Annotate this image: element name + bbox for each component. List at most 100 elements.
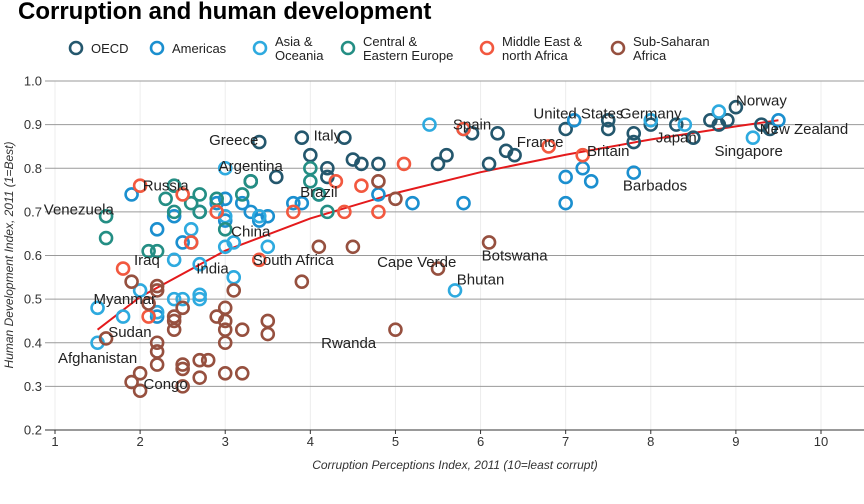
legend-marker <box>610 40 626 56</box>
point <box>669 117 684 132</box>
legend-label: Sub-Saharan Africa <box>633 34 710 63</box>
point <box>268 169 284 185</box>
x-tick-label: 8 <box>647 434 654 449</box>
x-tick-label: 9 <box>732 434 739 449</box>
x-tick-label: 10 <box>814 434 828 449</box>
point <box>115 309 131 324</box>
annotation: Spain <box>453 117 491 134</box>
point <box>711 104 727 119</box>
series <box>98 160 335 259</box>
point <box>558 195 573 211</box>
point <box>294 195 310 211</box>
y-tick-label: 0.2 <box>24 423 42 438</box>
annotation: New Zealand <box>760 121 848 138</box>
point <box>566 112 582 128</box>
point <box>371 174 386 189</box>
series <box>98 174 497 399</box>
point <box>175 187 190 202</box>
y-tick-label: 0.8 <box>24 161 42 176</box>
x-tick-label: 4 <box>307 434 314 449</box>
point <box>371 156 386 172</box>
point <box>643 117 659 132</box>
point <box>260 239 276 255</box>
y-tick-label: 1.0 <box>24 74 42 89</box>
point <box>166 291 182 307</box>
y-tick-label: 0.4 <box>24 335 42 350</box>
point <box>422 117 437 132</box>
point <box>226 235 242 250</box>
legend-marker <box>68 40 84 56</box>
point <box>430 156 446 172</box>
point <box>98 331 114 346</box>
series <box>115 121 590 324</box>
point <box>583 174 599 189</box>
legend-marker <box>149 40 165 56</box>
point <box>132 178 148 193</box>
point <box>192 287 207 303</box>
point <box>405 195 420 211</box>
point <box>260 326 276 342</box>
point <box>192 370 207 385</box>
legend-label: Asia & Oceania <box>275 34 324 63</box>
point <box>149 335 165 351</box>
point <box>294 274 310 289</box>
point <box>311 239 327 255</box>
point <box>183 195 199 211</box>
x-tick-label: 1 <box>51 434 58 449</box>
point <box>234 195 250 211</box>
point <box>430 261 446 276</box>
x-tick-label: 2 <box>136 434 143 449</box>
point <box>141 243 156 259</box>
point <box>149 357 165 372</box>
point <box>217 160 233 176</box>
legend-marker <box>479 40 495 56</box>
y-tick-label: 0.3 <box>24 379 42 394</box>
point <box>132 283 148 298</box>
point <box>183 222 199 237</box>
point <box>234 187 250 202</box>
point <box>490 126 505 141</box>
legend-label: Central & Eastern Europe <box>363 34 453 63</box>
point <box>311 187 327 202</box>
point <box>175 379 190 394</box>
x-tick-label: 6 <box>477 434 484 449</box>
point <box>166 208 182 224</box>
annotation: Rwanda <box>321 335 377 352</box>
annotation: Italy <box>314 128 342 145</box>
annotation: Venezuela <box>44 202 115 219</box>
point <box>149 309 165 324</box>
point <box>354 156 369 172</box>
annotation: Germany <box>620 106 682 123</box>
chart-title: Corruption and human development <box>18 0 431 25</box>
point <box>303 174 318 189</box>
point <box>90 300 105 316</box>
point <box>286 204 301 220</box>
point <box>115 261 131 276</box>
point <box>337 130 352 146</box>
point <box>226 283 242 298</box>
point <box>337 204 352 220</box>
point <box>745 130 761 146</box>
point <box>260 208 276 224</box>
point <box>124 374 139 390</box>
point <box>541 139 556 154</box>
point <box>217 365 233 381</box>
point <box>456 121 471 137</box>
point <box>98 230 114 246</box>
point <box>686 130 701 146</box>
point <box>720 112 735 128</box>
point <box>226 270 242 285</box>
point <box>771 112 786 128</box>
annotation: Congo <box>144 376 188 393</box>
point <box>371 204 386 220</box>
point <box>175 361 190 377</box>
point <box>388 191 403 207</box>
point <box>575 147 590 163</box>
annotation: Afghanistan <box>58 350 137 367</box>
point <box>132 365 148 381</box>
y-axis-label: Human Development Index, 2011 (1=Best) <box>2 142 16 369</box>
y-tick-label: 0.7 <box>24 204 42 219</box>
point <box>251 252 267 268</box>
point <box>388 322 403 337</box>
